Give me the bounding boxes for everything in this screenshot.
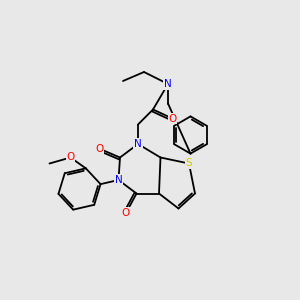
Text: O: O [95,143,103,154]
Text: N: N [134,139,142,149]
Text: O: O [168,113,177,124]
Text: O: O [122,208,130,218]
Text: S: S [186,158,192,169]
Text: N: N [115,175,122,185]
Text: O: O [66,152,75,163]
Text: N: N [164,79,172,89]
